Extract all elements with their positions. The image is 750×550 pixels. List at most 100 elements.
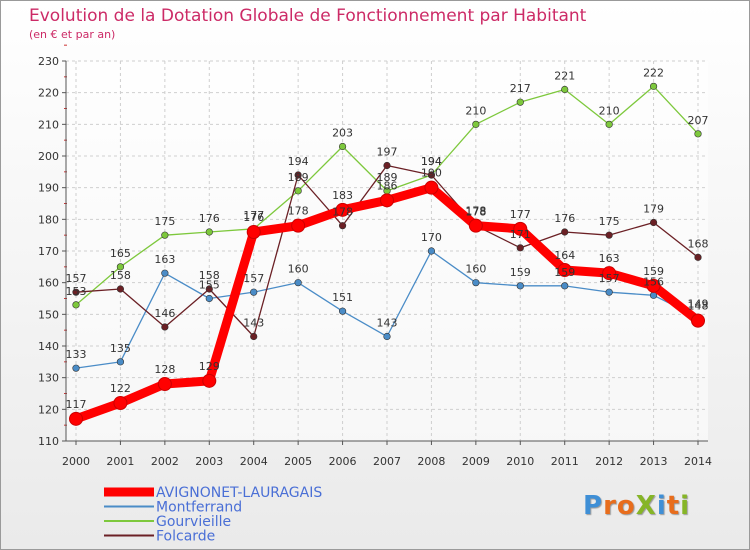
data-point <box>338 307 347 315</box>
data-label: 217 <box>510 82 531 95</box>
data-point <box>516 98 524 106</box>
data-point <box>561 282 569 290</box>
data-label: 117 <box>66 398 87 411</box>
data-label: 122 <box>110 382 131 395</box>
data-label: 207 <box>688 114 709 127</box>
x-tick-label: 2003 <box>195 455 223 468</box>
y-tick-label: 170 <box>38 245 59 258</box>
x-tick-label: 2006 <box>329 455 357 468</box>
data-label: 143 <box>377 317 398 330</box>
data-point <box>161 323 169 331</box>
logo-letter: P <box>583 491 604 521</box>
data-point <box>516 244 524 252</box>
data-label: 157 <box>599 272 620 285</box>
x-tick-label: 2005 <box>284 455 312 468</box>
y-tick-label: 160 <box>38 277 59 290</box>
data-point <box>472 279 480 287</box>
data-point <box>516 282 524 290</box>
data-label: 159 <box>554 266 575 279</box>
data-point <box>161 231 169 239</box>
y-tick-label: 180 <box>38 213 59 226</box>
data-label: 177 <box>243 209 264 222</box>
data-label: 157 <box>66 272 87 285</box>
data-label: 156 <box>643 275 664 288</box>
x-tick-label: 2009 <box>462 455 490 468</box>
data-label: 143 <box>243 317 264 330</box>
data-label: 175 <box>154 215 175 228</box>
data-point <box>294 187 302 195</box>
data-label: 170 <box>421 231 442 244</box>
data-label: 168 <box>688 237 709 250</box>
x-tick-label: 2007 <box>373 455 401 468</box>
data-point <box>649 218 658 227</box>
data-label: 203 <box>332 127 353 140</box>
y-tick-label: 150 <box>38 308 59 321</box>
data-point <box>605 231 613 239</box>
data-point <box>561 85 569 94</box>
data-label: 190 <box>421 167 442 180</box>
x-tick-label: 2012 <box>595 455 623 468</box>
y-tick-label: 230 <box>38 55 59 68</box>
data-label: 176 <box>199 212 220 225</box>
logo-letter: i <box>656 491 667 521</box>
data-label: 179 <box>643 203 664 216</box>
data-point <box>116 263 125 271</box>
data-point <box>250 332 258 341</box>
data-label: 135 <box>110 342 131 355</box>
data-point <box>113 396 128 410</box>
data-label: 149 <box>688 298 709 311</box>
logo-letter: r <box>603 491 617 521</box>
data-point <box>116 285 125 293</box>
data-point <box>427 171 436 179</box>
x-tick-label: 2010 <box>506 455 534 468</box>
data-label: 165 <box>110 247 131 260</box>
data-point <box>161 269 169 277</box>
data-point <box>561 228 569 236</box>
data-point <box>691 313 705 328</box>
data-label: 189 <box>288 171 309 184</box>
data-label: 148 <box>688 300 709 313</box>
data-point <box>157 377 172 391</box>
data-label: 159 <box>510 266 531 279</box>
data-point <box>646 278 661 293</box>
x-tick-label: 2013 <box>640 455 668 468</box>
data-label: 164 <box>554 249 575 262</box>
data-label: 177 <box>510 208 531 221</box>
data-point <box>602 266 617 281</box>
y-tick-label: 190 <box>38 182 59 195</box>
data-point <box>427 247 436 255</box>
chart-subtitle: (en € et par an) <box>29 28 116 41</box>
data-point <box>557 263 572 277</box>
data-label: 158 <box>110 269 131 282</box>
data-point <box>338 142 347 151</box>
legend-label: AVIGNONET-LAURAGAIS <box>156 485 322 501</box>
data-label: 129 <box>199 360 220 373</box>
data-point <box>250 288 258 296</box>
data-label: 158 <box>199 269 220 282</box>
x-tick-label: 2002 <box>151 455 179 468</box>
proxiti-logo: ProXiti <box>583 491 690 521</box>
data-point <box>246 225 261 239</box>
data-point <box>205 228 213 236</box>
data-label: 189 <box>377 171 398 184</box>
data-point <box>380 193 394 208</box>
data-label: 194 <box>288 155 309 168</box>
y-tick-label: 130 <box>38 372 59 385</box>
data-label: 157 <box>243 272 264 285</box>
data-label: 133 <box>66 348 87 361</box>
data-label: 194 <box>421 155 442 168</box>
data-label: 194 <box>421 155 442 168</box>
data-point <box>383 332 391 341</box>
data-point <box>468 218 483 233</box>
data-label: 178 <box>332 206 353 219</box>
data-point <box>472 120 480 128</box>
data-point <box>338 222 347 230</box>
data-label: 186 <box>377 179 398 192</box>
data-point <box>294 171 302 179</box>
data-point <box>294 279 302 287</box>
legend-label: Folcarde <box>156 529 215 545</box>
data-point <box>513 221 528 236</box>
x-tick-label: 2000 <box>62 455 90 468</box>
